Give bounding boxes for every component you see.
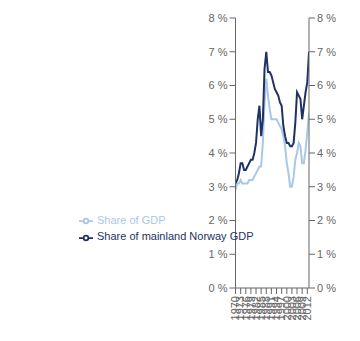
svg-text:4 %: 4 % [209, 147, 228, 159]
svg-text:3 %: 3 % [317, 181, 336, 193]
svg-text:2 %: 2 % [317, 214, 336, 226]
svg-text:0 %: 0 % [209, 282, 228, 294]
svg-text:6 %: 6 % [317, 79, 336, 91]
svg-text:1 %: 1 % [317, 248, 336, 260]
svg-text:5 %: 5 % [209, 113, 228, 125]
html-text:Share of mainland Norway GDP: Share of mainland Norway GDP [97, 230, 254, 243]
svg-text:5 %: 5 % [317, 113, 336, 125]
svg-text:2012: 2012 [301, 296, 313, 320]
svg-text:7 %: 7 % [209, 46, 228, 58]
svg-text:8 %: 8 % [317, 12, 336, 24]
svg-text:6 %: 6 % [209, 79, 228, 91]
svg-text:4 %: 4 % [317, 147, 336, 159]
svg-text:3 %: 3 % [209, 181, 228, 193]
svg-text:2 %: 2 % [209, 214, 228, 226]
svg-text:0 %: 0 % [317, 282, 336, 294]
html-text:Share of GDP: Share of GDP [97, 214, 166, 227]
svg-text:1 %: 1 % [209, 248, 228, 260]
svg-text:8 %: 8 % [209, 12, 228, 24]
svg-text:7 %: 7 % [317, 46, 336, 58]
